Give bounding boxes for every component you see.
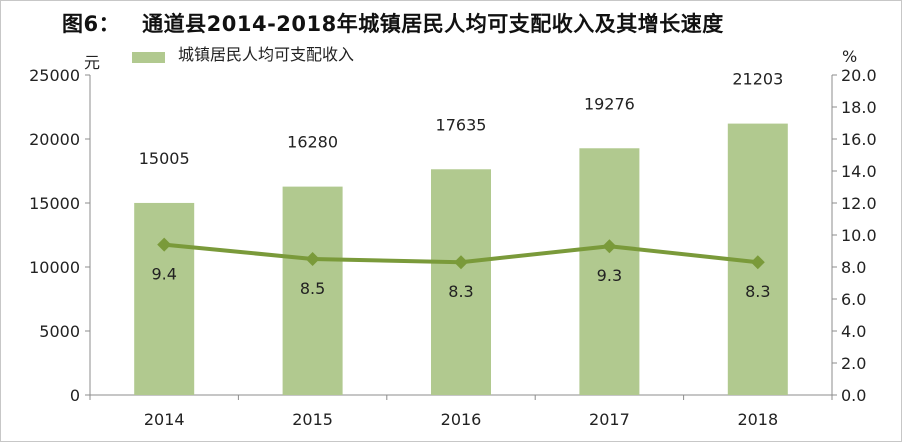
legend-swatch-bar <box>132 52 165 63</box>
legend: 城镇居民人均可支配收入 <box>132 45 397 88</box>
bar-value-label: 16280 <box>287 133 338 152</box>
legend-label-bar: 城镇居民人均可支配收入 <box>178 45 355 64</box>
right-tick-label: 6.0 <box>841 290 866 309</box>
figure-number: 图6： <box>62 12 121 36</box>
bar <box>282 186 343 395</box>
right-tick-label: 10.0 <box>841 226 877 245</box>
left-tick-label: 25000 <box>29 66 80 85</box>
bar <box>579 148 640 395</box>
left-tick-label: 15000 <box>29 194 80 213</box>
right-tick-label: 14.0 <box>841 162 877 181</box>
bar <box>431 169 491 395</box>
chart-title-text: 通道县2014-2018年城镇居民人均可支配收入及其增长速度 <box>142 12 724 36</box>
line-marker <box>157 237 172 252</box>
right-tick-label: 8.0 <box>841 258 866 277</box>
line-value-label: 9.4 <box>151 265 176 284</box>
line-value-label: 9.3 <box>597 266 622 285</box>
right-tick-label: 20.0 <box>841 66 877 85</box>
line-marker <box>454 255 468 270</box>
left-tick-label: 10000 <box>29 258 80 277</box>
x-tick-label: 2014 <box>144 410 185 429</box>
bar <box>134 202 195 395</box>
line-value-label: 8.5 <box>300 279 325 298</box>
chart-title: 图6： 通道县2014-2018年城镇居民人均可支配收入及其增长速度 <box>62 8 724 38</box>
x-tick-label: 2016 <box>441 410 482 429</box>
bar-value-label: 19276 <box>584 94 635 113</box>
bar-value-label: 15005 <box>139 149 190 168</box>
x-tick-label: 2017 <box>589 410 630 429</box>
line-marker <box>305 252 320 266</box>
x-tick-label: 2018 <box>737 410 778 429</box>
right-tick-label: 4.0 <box>841 322 866 341</box>
left-tick-label: 0 <box>70 386 80 405</box>
right-tick-label: 12.0 <box>841 194 877 213</box>
right-tick-label: 16.0 <box>841 130 877 149</box>
right-tick-label: 0.0 <box>841 386 866 405</box>
line-marker <box>750 255 765 270</box>
right-tick-label: 18.0 <box>841 98 877 117</box>
bar-value-label: 21203 <box>732 70 783 89</box>
left-tick-label: 5000 <box>39 322 80 341</box>
right-tick-label: 2.0 <box>841 354 866 373</box>
right-axis-unit: % <box>842 47 858 66</box>
bar-value-label: 17635 <box>436 115 487 134</box>
left-axis-unit: 元 <box>84 53 101 72</box>
line-marker <box>602 239 617 254</box>
line-value-label: 8.3 <box>745 282 770 301</box>
line-value-label: 8.3 <box>448 282 473 301</box>
x-tick-label: 2015 <box>292 410 333 429</box>
left-tick-label: 20000 <box>29 130 80 149</box>
